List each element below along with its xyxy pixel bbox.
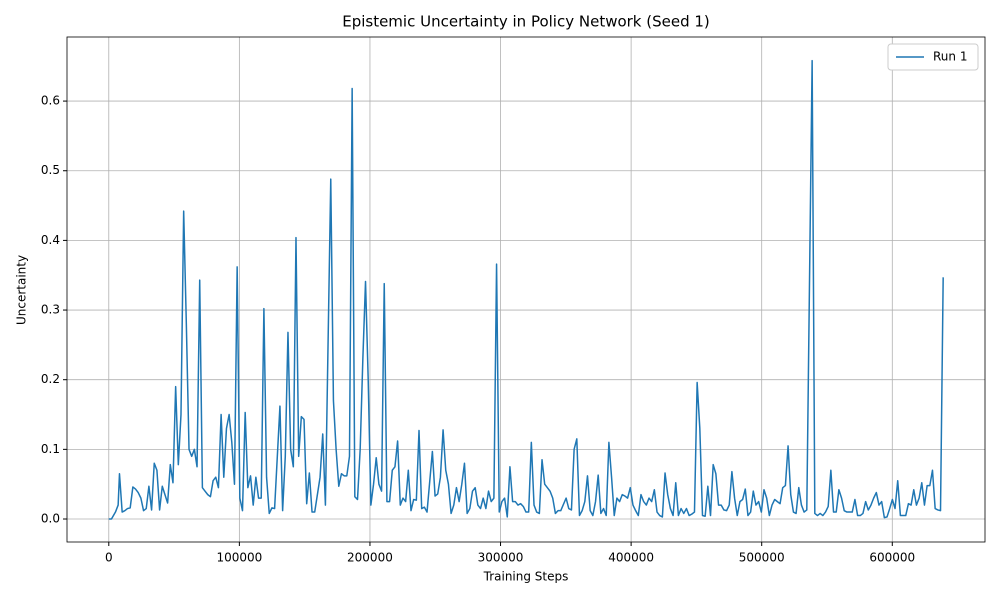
x-tick-label: 300000	[478, 551, 524, 565]
plot-frame	[66, 36, 986, 543]
y-axis-label: Uncertainty	[15, 255, 29, 325]
x-tick-label: 200000	[347, 551, 393, 565]
y-tick-label: 0.0	[41, 512, 60, 526]
x-tick-label: 0	[105, 551, 113, 565]
y-tick-label: 0.1	[41, 442, 60, 456]
chart-title: Epistemic Uncertainty in Policy Network …	[342, 13, 710, 31]
legend-label: Run 1	[933, 50, 967, 64]
y-tick-label: 0.5	[41, 163, 60, 177]
x-tick-label: 500000	[739, 551, 785, 565]
x-tick-label: 600000	[869, 551, 915, 565]
y-tick-label: 0.4	[41, 233, 60, 247]
x-tick-label: 400000	[608, 551, 654, 565]
y-tick-label: 0.6	[41, 94, 60, 108]
y-tick-label: 0.2	[41, 372, 60, 386]
y-tick-label: 0.3	[41, 303, 60, 317]
x-tick-label: 100000	[216, 551, 262, 565]
line-series	[108, 59, 944, 520]
x-axis-label: Training Steps	[483, 570, 569, 584]
legend-box	[887, 43, 979, 71]
